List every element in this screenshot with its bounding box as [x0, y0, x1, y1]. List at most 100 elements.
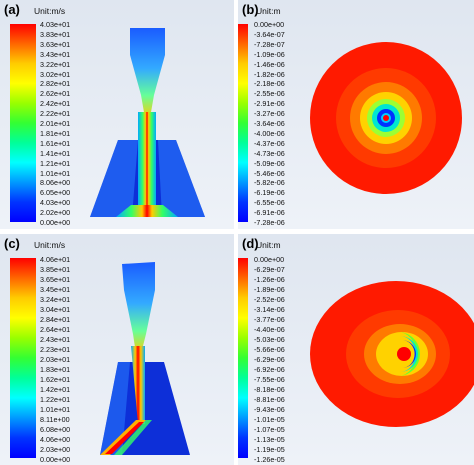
deformation-contour-offset: [310, 281, 474, 427]
tick-label: 2.43e+01: [40, 335, 71, 344]
tick-label: 1.81e+01: [40, 128, 71, 138]
tick-label: 0.00e+00: [254, 255, 285, 264]
tick-label: 0.00e+00: [254, 20, 285, 29]
tick-label: -6.19e-06: [254, 188, 285, 198]
tick-label: 3.83e+01: [40, 29, 71, 39]
tick-label: -3.64e-06: [254, 119, 285, 128]
tick-label: -5.46e-06: [254, 168, 285, 178]
jet-core: [138, 112, 156, 217]
tick-label: -4.40e-06: [254, 325, 285, 334]
tick-label: -3.14e-06: [254, 305, 285, 314]
tick-label: -7.28e-07: [254, 39, 285, 49]
tick-label: 1.01e+01: [40, 405, 71, 414]
tick-label: -5.03e-06: [254, 335, 285, 344]
tick-label: 2.02e+00: [40, 208, 71, 218]
tick-label: 2.03e+01: [40, 355, 71, 364]
tick-label: 1.83e+01: [40, 365, 71, 374]
nozzle-velocity-contour: [90, 28, 205, 217]
jet-spread-base: [116, 205, 178, 217]
tick-label: 4.03e+01: [40, 20, 71, 29]
tick-label: -1.01e-05: [254, 415, 285, 424]
tick-label: -1.09e-06: [254, 49, 285, 59]
tick-label: 8.11e+00: [40, 415, 70, 424]
tick-label: 2.22e+01: [40, 109, 71, 119]
jet-deflected-edge: [114, 420, 152, 455]
panel-label: (d): [242, 236, 259, 251]
tick-label: 3.63e+01: [40, 39, 71, 49]
nozzle-inlet: [130, 28, 165, 118]
tick-label: -5.66e-06: [254, 345, 285, 354]
tick-label: -4.00e-06: [254, 128, 285, 138]
tick-label: 3.85e+01: [40, 265, 71, 274]
tick-label: -1.07e-05: [254, 425, 285, 434]
tick-label: 2.23e+01: [40, 345, 71, 354]
tick-label: 1.42e+01: [40, 385, 71, 394]
chamber-side-glow-right: [158, 140, 205, 217]
chamber-side-glow: [90, 140, 138, 217]
tick-label: 0.00e+00: [40, 218, 71, 227]
tick-label: 2.82e+01: [40, 79, 71, 89]
tick-label: -6.29e-06: [254, 355, 285, 364]
deformation-contour: [310, 42, 462, 194]
tick-label: 6.05e+00: [40, 188, 71, 198]
tick-label: -3.27e-06: [254, 109, 285, 119]
unit-label: Unit:m: [256, 240, 281, 250]
tick-label: 6.08e+00: [40, 425, 71, 434]
tick-label: -1.19e-05: [254, 445, 285, 454]
tick-label: 0.00e+00: [40, 455, 71, 464]
tick-label: -6.29e-07: [254, 265, 285, 274]
tick-label: -2.55e-06: [254, 89, 285, 99]
tick-label: -6.91e-06: [254, 208, 285, 218]
tick-label: -8.81e-06: [254, 395, 285, 404]
tick-label: 3.43e+01: [40, 49, 71, 59]
tick-label: -5.82e-06: [254, 178, 285, 188]
color-legend-bar: [10, 258, 36, 458]
panel-label: (c): [4, 236, 20, 251]
unit-label: Unit:m: [256, 6, 281, 16]
tick-label: 4.03e+00: [40, 198, 71, 208]
tick-label: 1.22e+01: [40, 395, 71, 404]
tick-label: -1.13e-05: [254, 435, 285, 444]
tick-label: 1.61e+01: [40, 138, 71, 148]
color-legend-bar: [238, 24, 248, 222]
tick-label: 8.06e+00: [40, 178, 71, 188]
tick-label: 2.03e+00: [40, 445, 71, 454]
tick-label: 3.02e+01: [40, 69, 71, 79]
tick-label: 3.45e+01: [40, 285, 71, 294]
nozzle-velocity-contour-tilted: [100, 262, 190, 455]
crescent-green: [398, 332, 420, 376]
tick-label: -2.52e-06: [254, 295, 285, 304]
tick-label: 2.42e+01: [40, 99, 71, 109]
tick-label: -4.37e-06: [254, 138, 285, 148]
tick-label: -2.18e-06: [254, 79, 285, 89]
tick-label: 3.65e+01: [40, 275, 71, 284]
nozzle-inlet: [122, 262, 155, 354]
tick-label: -1.46e-06: [254, 59, 285, 69]
chamber-side-glow: [100, 362, 130, 455]
color-legend-bar: [238, 258, 248, 458]
panel-c: (c) Unit:m/s 4.06e+01 3.85e+01 3.65e+01 …: [0, 234, 234, 465]
tick-label: 2.84e+01: [40, 315, 71, 324]
tick-label: 4.06e+00: [40, 435, 71, 444]
panel-label: (a): [4, 2, 20, 17]
tick-label: 4.06e+01: [40, 255, 71, 264]
tick-label: -6.55e-06: [254, 198, 285, 208]
tick-label: 1.21e+01: [40, 158, 71, 168]
tick-label: -5.09e-06: [254, 158, 285, 168]
panel-a: (a) Unit:m/s 4.03e+01 3.83e+01 3.63e+01 …: [0, 0, 234, 229]
tick-label: -3.77e-06: [254, 315, 285, 324]
tick-label: -3.64e-07: [254, 29, 285, 39]
tick-label: 3.24e+01: [40, 295, 71, 304]
tick-label: -6.92e-06: [254, 365, 285, 374]
disk-center: [397, 347, 411, 361]
tick-label: 2.64e+01: [40, 325, 71, 334]
panel-b: (b) Unit:m 0.00e+00 -3.64e-07 -7.28e-07 …: [238, 0, 474, 229]
tick-label: 3.04e+01: [40, 305, 71, 314]
tick-label: -2.91e-06: [254, 99, 285, 109]
tick-label: -1.82e-06: [254, 69, 285, 79]
panel-label: (b): [242, 2, 259, 17]
color-legend-bar: [10, 24, 36, 222]
jet-core: [131, 346, 145, 424]
panel-d: (d) Unit:m 0.00e+00 -6.29e-07 -1.26e-06 …: [238, 234, 474, 465]
tick-label: 1.01e+01: [40, 168, 71, 178]
